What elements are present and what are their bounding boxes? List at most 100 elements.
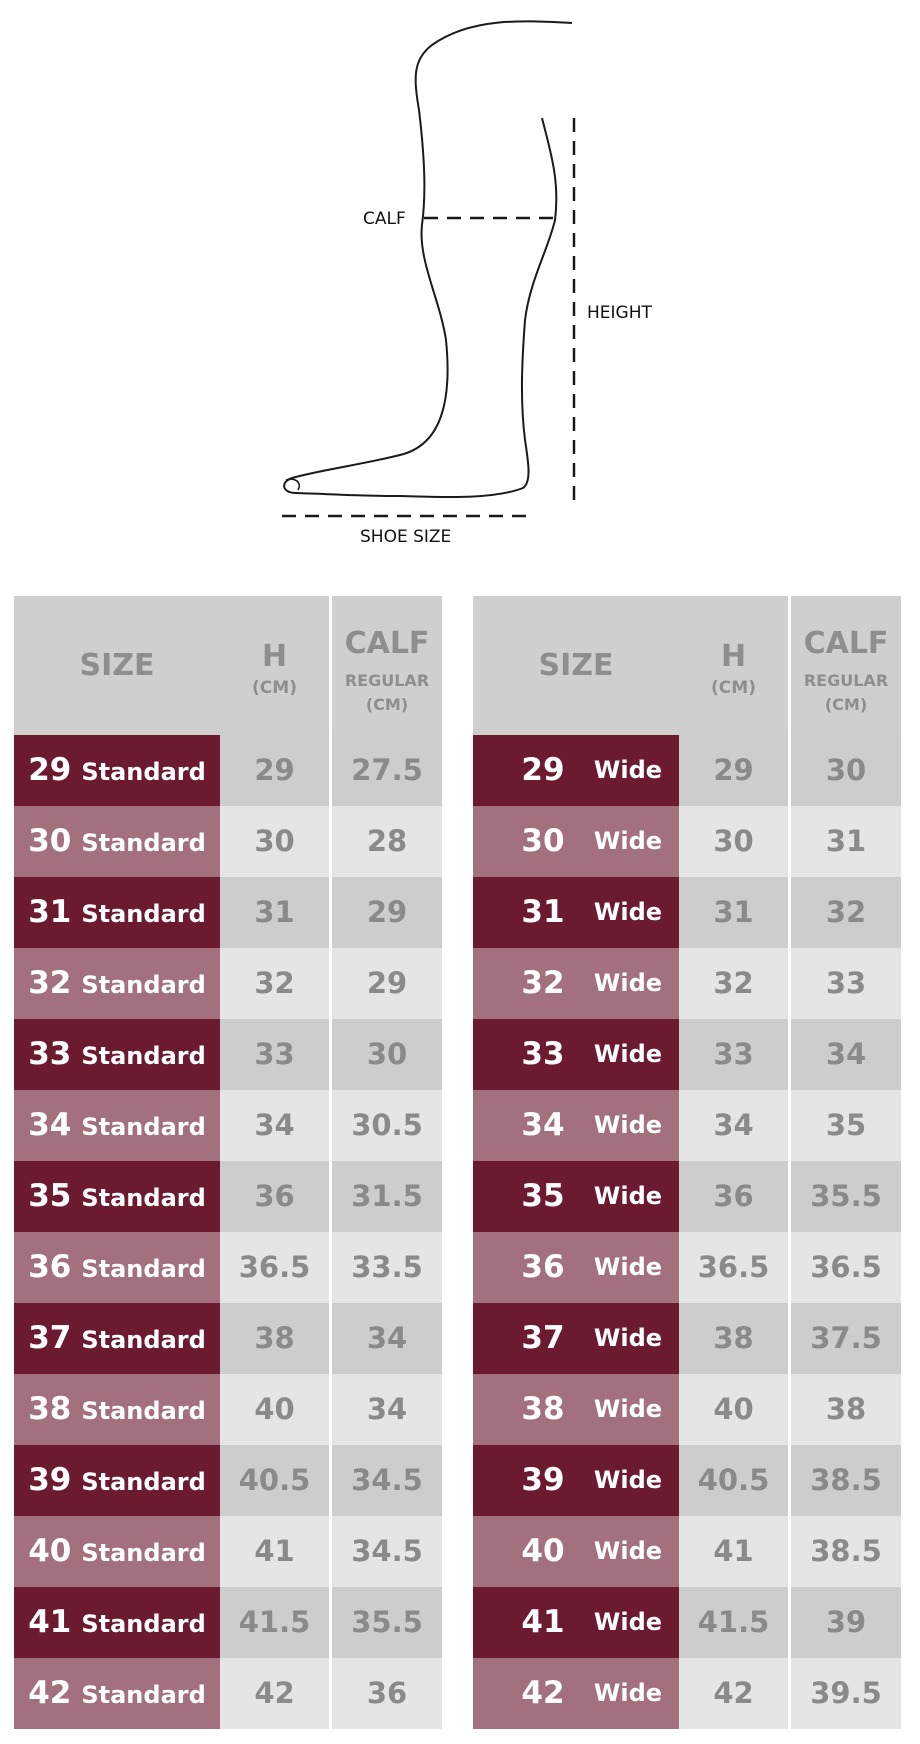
size-header: SIZE	[538, 648, 614, 683]
calf-cell: 38.5	[791, 1516, 901, 1587]
size-cell: 32 Standard	[14, 948, 220, 1019]
size-value: 36	[521, 1249, 565, 1285]
size-value: 30	[521, 823, 565, 859]
calf-cell: 34	[332, 1374, 442, 1445]
height-cell: 42	[220, 1658, 329, 1729]
table-row: 42 Wide 42 39.5	[473, 1658, 901, 1729]
height-cell: 33	[679, 1019, 788, 1090]
table-row: 32 Wide 32 33	[473, 948, 901, 1019]
height-cell: 32	[220, 948, 329, 1019]
height-cell: 40.5	[220, 1445, 329, 1516]
size-value: 36	[28, 1249, 72, 1285]
size-value: 37	[28, 1320, 72, 1356]
calf-cell: 38.5	[791, 1445, 901, 1516]
column-divider	[788, 1516, 791, 1587]
calf-unit: (CM)	[824, 695, 868, 714]
height-cell: 36.5	[220, 1232, 329, 1303]
calf-cell: 30	[332, 1019, 442, 1090]
calf-cell: 27.5	[332, 735, 442, 806]
table-row: 39 Wide 40.5 38.5	[473, 1445, 901, 1516]
height-cell: 29	[220, 735, 329, 806]
table-row: 41 Standard 41.5 35.5	[14, 1587, 442, 1658]
column-divider	[788, 1090, 791, 1161]
table-row: 29 Wide 29 30	[473, 735, 901, 806]
size-value: 39	[28, 1462, 72, 1498]
column-divider	[788, 1374, 791, 1445]
height-cell: 40.5	[679, 1445, 788, 1516]
fit-label: Wide	[593, 756, 663, 784]
size-value: 34	[521, 1107, 565, 1143]
table-body: 29 Wide 29 30 30 Wide 30 31 31 Wide 31 32 32 Wide 32 33…	[473, 735, 901, 1729]
size-cell: 34 Wide	[473, 1090, 679, 1161]
size-cell: 29 Wide	[473, 735, 679, 806]
calf-cell: 36.5	[791, 1232, 901, 1303]
table-row: 29 Standard 29 27.5	[14, 735, 442, 806]
table-row: 30 Wide 30 31	[473, 806, 901, 877]
column-divider	[329, 1516, 332, 1587]
column-divider	[329, 1658, 332, 1729]
table-row: 36 Wide 36.5 36.5	[473, 1232, 901, 1303]
height-cell: 40	[220, 1374, 329, 1445]
calf-subheader: REGULAR	[344, 671, 430, 690]
size-cell: 35 Standard	[14, 1161, 220, 1232]
table-row: 38 Standard 40 34	[14, 1374, 442, 1445]
size-value: 42	[521, 1675, 565, 1711]
calf-cell: 34.5	[332, 1445, 442, 1516]
table-row: 31 Wide 31 32	[473, 877, 901, 948]
fit-label: Standard	[81, 1326, 206, 1354]
table-row: 34 Wide 34 35	[473, 1090, 901, 1161]
height-cell: 36	[679, 1161, 788, 1232]
height-cell: 41	[220, 1516, 329, 1587]
size-value: 31	[28, 894, 72, 930]
height-cell: 36	[220, 1161, 329, 1232]
column-divider	[788, 1587, 791, 1658]
fit-label: Standard	[81, 1539, 206, 1567]
fit-label: Standard	[81, 829, 206, 857]
size-value: 33	[28, 1036, 72, 1072]
column-divider	[329, 877, 332, 948]
size-cell: 34 Standard	[14, 1090, 220, 1161]
calf-cell: 36	[332, 1658, 442, 1729]
size-cell: 39 Standard	[14, 1445, 220, 1516]
calf-cell: 38	[791, 1374, 901, 1445]
table-row: 41 Wide 41.5 39	[473, 1587, 901, 1658]
size-value: 38	[28, 1391, 72, 1427]
table-row: 39 Standard 40.5 34.5	[14, 1445, 442, 1516]
calf-cell: 31.5	[332, 1161, 442, 1232]
size-cell: 29 Standard	[14, 735, 220, 806]
column-divider	[329, 1587, 332, 1658]
size-cell: 32 Wide	[473, 948, 679, 1019]
column-divider	[329, 1303, 332, 1374]
size-cell: 33 Wide	[473, 1019, 679, 1090]
column-divider	[329, 1374, 332, 1445]
calf-cell: 35.5	[332, 1587, 442, 1658]
size-cell: 37 Wide	[473, 1303, 679, 1374]
size-value: 31	[521, 894, 565, 930]
column-divider	[788, 1658, 791, 1729]
column-divider	[788, 735, 791, 806]
size-cell: 36 Standard	[14, 1232, 220, 1303]
table-row: 32 Standard 32 29	[14, 948, 442, 1019]
fit-label: Wide	[593, 1324, 663, 1352]
fit-label: Standard	[81, 1184, 206, 1212]
size-value: 35	[521, 1178, 565, 1214]
size-cell: 42 Wide	[473, 1658, 679, 1729]
calf-cell: 33.5	[332, 1232, 442, 1303]
size-cell: 42 Standard	[14, 1658, 220, 1729]
fit-label: Wide	[593, 1182, 663, 1210]
toenail	[285, 478, 301, 491]
fit-label: Wide	[593, 1679, 663, 1707]
table-row: 33 Standard 33 30	[14, 1019, 442, 1090]
size-value: 33	[521, 1036, 565, 1072]
height-cell: 33	[220, 1019, 329, 1090]
size-cell: 41 Wide	[473, 1587, 679, 1658]
table-row: 31 Standard 31 29	[14, 877, 442, 948]
fit-label: Standard	[81, 900, 206, 928]
table-row: 37 Wide 38 37.5	[473, 1303, 901, 1374]
size-value: 32	[28, 965, 72, 1001]
height-cell: 29	[679, 735, 788, 806]
shoe-size-label: SHOE SIZE	[360, 527, 451, 547]
column-divider	[329, 1019, 332, 1090]
height-cell: 32	[679, 948, 788, 1019]
height-cell: 34	[679, 1090, 788, 1161]
